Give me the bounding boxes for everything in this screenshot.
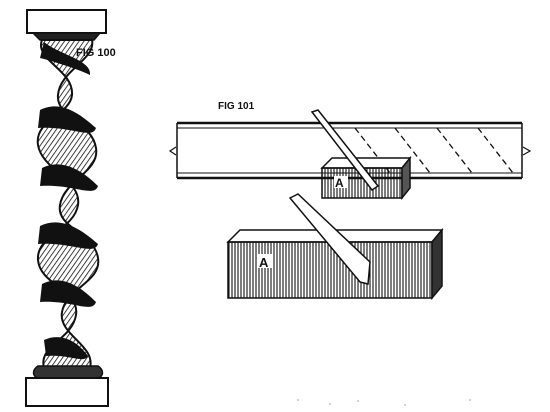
small-block-letter: A <box>335 176 344 190</box>
right-end-mark <box>522 146 532 156</box>
twist-band <box>40 280 96 307</box>
twist-band <box>40 42 91 75</box>
twist-band <box>44 337 88 360</box>
twist-band <box>38 106 96 133</box>
twist-band <box>40 164 98 191</box>
fig-101-label: FIG 101 <box>218 101 255 112</box>
twist-band <box>38 222 98 249</box>
cutting-guide-figure: FIG 101 A <box>168 101 532 301</box>
small-saw-blade <box>310 109 380 192</box>
fig-100-label: FIG 100 <box>76 47 116 59</box>
column-base-torus <box>32 365 104 379</box>
column-neck-top <box>31 32 102 41</box>
paper-specks <box>297 399 471 406</box>
large-saw-blade <box>288 193 371 285</box>
twisted-shaft <box>36 39 100 369</box>
twisted-column-figure: FIG 100 <box>25 9 116 407</box>
column-plinth-block <box>25 377 109 407</box>
left-end-mark <box>168 146 177 156</box>
large-block-letter: A <box>259 255 269 270</box>
column-capital-block <box>26 9 107 34</box>
